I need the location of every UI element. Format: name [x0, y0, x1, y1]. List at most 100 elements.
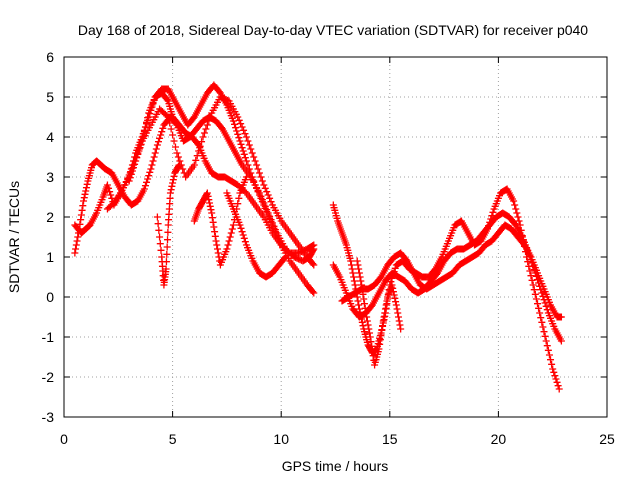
- data-point: [138, 137, 146, 145]
- plot-frame: [63, 56, 608, 418]
- data-point-interp: [531, 290, 539, 298]
- data-point-interp: [107, 191, 115, 199]
- data-point-interp: [550, 368, 558, 376]
- data-point-interp: [245, 141, 253, 149]
- data-point: [153, 141, 161, 149]
- data-point-interp: [247, 169, 255, 177]
- data-point: [392, 301, 400, 309]
- data-point-interp: [154, 220, 162, 228]
- data-point-interp: [145, 172, 153, 180]
- data-point-interp: [74, 233, 82, 241]
- data-point-interp: [547, 356, 555, 364]
- data-point: [557, 337, 565, 345]
- data-point-interp: [273, 231, 281, 239]
- data-point-interp: [515, 217, 523, 225]
- data-point-interp: [136, 144, 144, 152]
- data-point-interp: [379, 322, 387, 330]
- data-point: [190, 161, 198, 169]
- data-point-interp: [309, 260, 317, 268]
- x-axis-label: GPS time / hours: [282, 458, 389, 474]
- data-point-interp: [76, 220, 84, 228]
- data-point-interp: [72, 241, 80, 249]
- data-point-interp: [83, 180, 91, 188]
- data-point-interp: [163, 96, 171, 104]
- data-point: [353, 257, 361, 265]
- x-tick-label: 10: [273, 431, 289, 447]
- data-point-interp: [225, 237, 233, 245]
- data-point: [260, 201, 268, 209]
- data-point-interp: [368, 342, 376, 350]
- data-point-interp: [207, 206, 215, 214]
- data-point: [121, 181, 129, 189]
- data-point-interp: [271, 228, 279, 236]
- data-point-interp: [270, 224, 278, 232]
- data-point-interp: [156, 134, 164, 142]
- y-tick-label: -1: [42, 329, 55, 345]
- data-point-interp: [227, 229, 235, 237]
- data-point-interp: [356, 273, 364, 281]
- data-point-interp: [79, 202, 87, 210]
- y-tick-label: -2: [42, 369, 55, 385]
- data-point-interp: [139, 132, 147, 140]
- y-tick-label: 2: [46, 209, 54, 225]
- data-point: [162, 265, 170, 273]
- data-point-interp: [367, 338, 375, 346]
- data-point-interp: [264, 191, 272, 199]
- data-point-interp: [532, 295, 540, 303]
- chart-title: Day 168 of 2018, Sidereal Day-to-day VTE…: [78, 22, 588, 38]
- data-point: [529, 281, 537, 289]
- data-point-interp: [77, 211, 85, 219]
- data-point-interp: [211, 232, 219, 240]
- data-point-interp: [130, 164, 138, 172]
- data-point: [379, 317, 387, 325]
- data-point-interp: [359, 322, 367, 330]
- data-point-interp: [74, 229, 82, 237]
- data-point-interp: [280, 254, 288, 262]
- data-point-interp: [232, 124, 240, 132]
- data-point: [242, 133, 250, 141]
- data-point-interp: [366, 329, 374, 337]
- data-point-interp: [162, 258, 170, 266]
- data-point-interp: [106, 188, 114, 196]
- data-point-interp: [198, 138, 206, 146]
- data-point-interp: [274, 234, 282, 242]
- data-point: [355, 305, 363, 313]
- data-point-interp: [158, 128, 166, 136]
- data-point: [153, 213, 161, 221]
- data-point: [166, 189, 174, 197]
- data-point: [212, 237, 220, 245]
- series-arc-6: [190, 173, 250, 269]
- data-point-interp: [167, 186, 175, 194]
- data-point-interp: [81, 190, 89, 198]
- data-point-interp: [239, 147, 247, 155]
- data-point-interp: [168, 182, 176, 190]
- data-point-interp: [250, 153, 258, 161]
- data-point-interp: [376, 340, 384, 348]
- data-point-interp: [247, 145, 255, 153]
- data-point-interp: [141, 182, 149, 190]
- data-point: [536, 309, 544, 317]
- data-point-interp: [544, 346, 552, 354]
- data-point-interp: [141, 123, 149, 131]
- data-point: [282, 253, 290, 261]
- data-point: [75, 225, 83, 233]
- data-point-interp: [231, 120, 239, 128]
- data-point-interp: [539, 323, 547, 331]
- data-point-interp: [240, 150, 248, 158]
- data-point-interp: [376, 336, 384, 344]
- data-point-interp: [348, 265, 356, 273]
- data-point-interp: [535, 304, 543, 312]
- data-point-interp: [363, 317, 371, 325]
- data-point-interp: [170, 172, 178, 180]
- grid-layer: [64, 57, 607, 417]
- data-point-interp: [204, 192, 212, 200]
- data-point: [125, 177, 133, 185]
- data-point: [366, 333, 374, 341]
- data-point-interp: [169, 176, 177, 184]
- data-point-interp: [213, 241, 221, 249]
- data-point-interp: [200, 129, 208, 137]
- data-point-interp: [228, 225, 236, 233]
- data-point-interp: [205, 196, 213, 204]
- y-axis-label: SDTVAR / TECUs: [6, 181, 22, 293]
